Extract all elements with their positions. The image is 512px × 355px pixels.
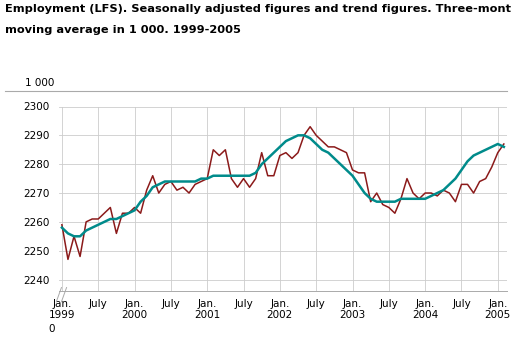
Text: Employment (LFS). Seasonally adjusted figures and trend figures. Three-month: Employment (LFS). Seasonally adjusted fi…: [5, 4, 512, 13]
Text: 1 000: 1 000: [25, 78, 54, 88]
Text: 0: 0: [48, 324, 54, 334]
Text: moving average in 1 000. 1999-2005: moving average in 1 000. 1999-2005: [5, 25, 241, 35]
